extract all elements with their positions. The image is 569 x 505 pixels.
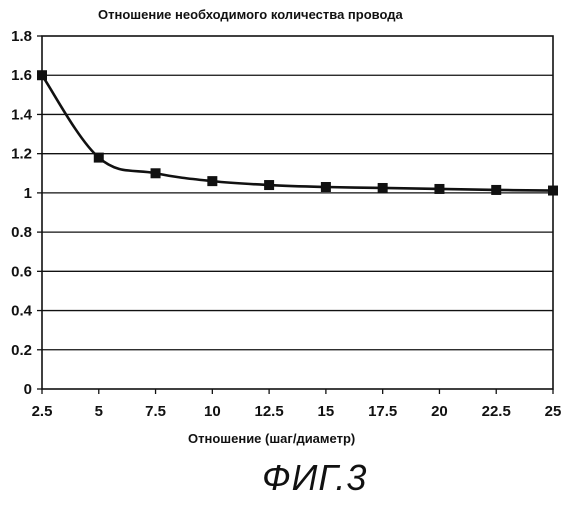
y-tick-label: 0.4 xyxy=(11,303,33,320)
x-tick-label: 17.5 xyxy=(368,403,397,420)
y-tick-label: 1.2 xyxy=(11,146,32,163)
figure-caption: ФИГ.3 xyxy=(262,457,367,498)
y-tick-label: 0.2 xyxy=(11,342,32,359)
series-line xyxy=(42,75,553,190)
data-series xyxy=(37,70,558,195)
y-tick-label: 1.6 xyxy=(11,67,32,84)
x-tick-label: 12.5 xyxy=(255,403,284,420)
y-tick-label: 0.8 xyxy=(11,224,32,241)
x-tick-label: 10 xyxy=(204,403,221,420)
data-point-marker xyxy=(151,168,161,178)
chart-title: Отношение необходимого количества провод… xyxy=(98,7,403,22)
data-point-marker xyxy=(37,70,47,80)
x-tick-label: 25 xyxy=(545,403,562,420)
data-point-marker xyxy=(264,180,274,190)
x-tick-label: 5 xyxy=(95,403,103,420)
data-point-marker xyxy=(378,183,388,193)
y-tick-label: 0 xyxy=(24,381,32,398)
data-point-marker xyxy=(207,176,217,186)
x-tick-label: 20 xyxy=(431,403,448,420)
x-tick-label: 2.5 xyxy=(32,403,53,420)
y-tick-label: 1.8 xyxy=(11,28,32,45)
plot-area-frame xyxy=(42,36,553,389)
y-tick-label: 1 xyxy=(24,185,32,202)
y-tick-label: 0.6 xyxy=(11,263,32,280)
x-tick-label: 22.5 xyxy=(482,403,511,420)
x-tick-label: 7.5 xyxy=(145,403,166,420)
data-point-marker xyxy=(321,182,331,192)
data-point-marker xyxy=(548,186,558,196)
x-axis-label: Отношение (шаг/диаметр) xyxy=(188,431,355,446)
data-point-marker xyxy=(434,184,444,194)
axis-ticks: 0 0.2 0.4 0.6 0.8 1 1.2 1.4 1.6 1.8 2.5 5 7.5 10 12.5 1… xyxy=(11,28,561,420)
data-point-marker xyxy=(94,153,104,163)
x-tick-label: 15 xyxy=(318,403,335,420)
data-point-marker xyxy=(491,185,501,195)
grid-lines xyxy=(42,75,553,350)
y-tick-label: 1.4 xyxy=(11,106,33,123)
